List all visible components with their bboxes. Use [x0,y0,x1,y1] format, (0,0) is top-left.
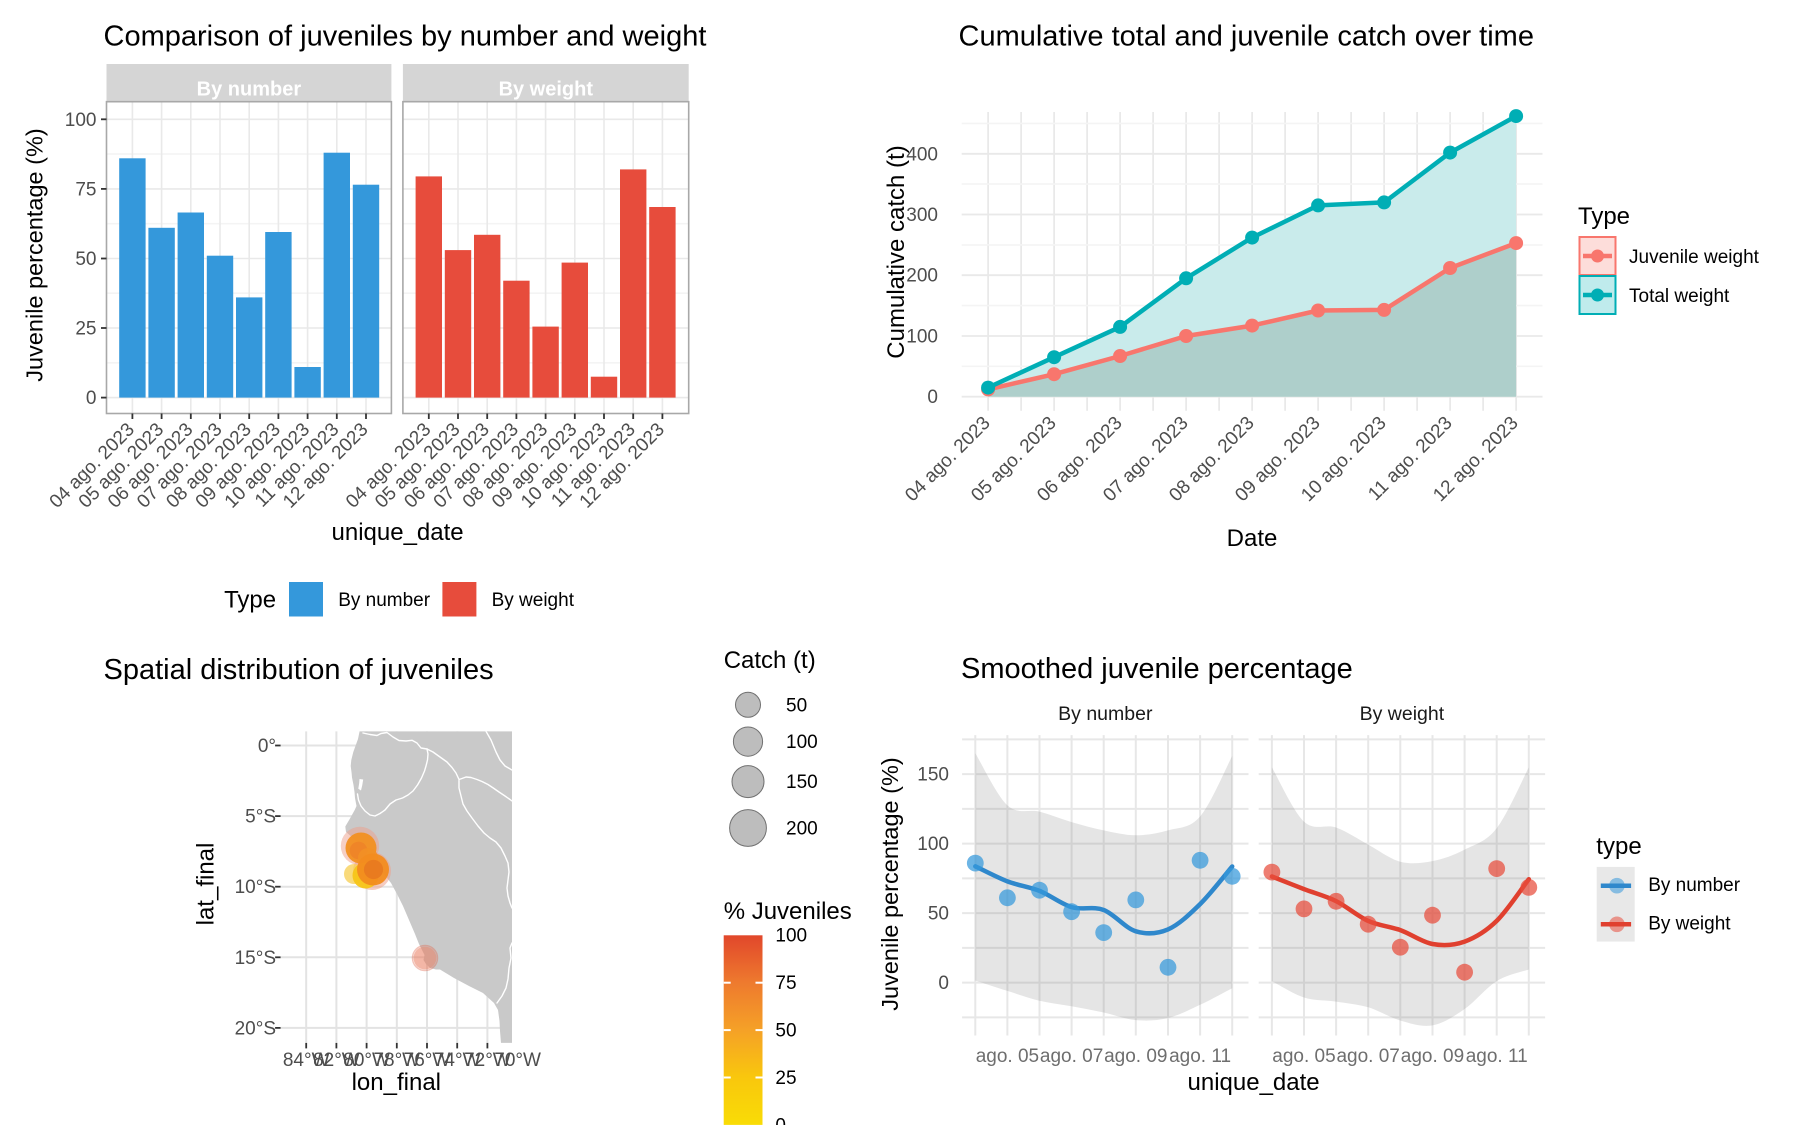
svg-text:0: 0 [927,387,938,408]
svg-text:type: type [1596,833,1641,860]
svg-text:50: 50 [786,695,807,716]
svg-text:ago. 07: ago. 07 [1336,1046,1399,1067]
svg-text:150: 150 [786,772,818,793]
svg-text:By number: By number [1648,875,1741,896]
svg-text:By number: By number [1058,703,1153,725]
svg-text:Juvenile percentage (%): Juvenile percentage (%) [877,757,903,1010]
svg-text:By number: By number [338,590,431,611]
svg-text:74°W: 74°W [434,1050,481,1071]
svg-text:Juvenile percentage (%): Juvenile percentage (%) [22,128,48,381]
svg-text:ago. 09: ago. 09 [1104,1046,1167,1067]
svg-text:80°W: 80°W [343,1050,390,1071]
svg-text:ago. 07: ago. 07 [1040,1046,1103,1067]
svg-text:100: 100 [775,926,807,947]
svg-text:Comparison of juveniles by num: Comparison of juveniles by number and we… [104,21,707,53]
svg-text:5°S: 5°S [245,807,276,828]
svg-text:Smoothed juvenile percentage: Smoothed juvenile percentage [961,653,1353,685]
svg-text:unique_date: unique_date [332,519,464,546]
svg-text:50: 50 [75,249,96,270]
svg-text:76°W: 76°W [404,1050,451,1071]
svg-text:Cumulative catch (t): Cumulative catch (t) [883,145,910,358]
svg-text:70°W: 70°W [494,1050,541,1071]
svg-text:Spatial distribution of juveni: Spatial distribution of juveniles [104,654,494,686]
svg-text:lat_final: lat_final [193,843,220,926]
svg-text:72°W: 72°W [464,1050,511,1071]
svg-text:By weight: By weight [1360,703,1445,725]
svg-text:100: 100 [906,327,938,348]
svg-text:25: 25 [75,319,96,340]
svg-text:ago. 11: ago. 11 [1169,1046,1231,1067]
svg-text:50: 50 [775,1021,796,1042]
svg-text:75: 75 [75,179,96,200]
svg-text:20°S: 20°S [235,1018,276,1039]
svg-text:ago. 09: ago. 09 [1401,1046,1464,1067]
svg-text:lon_final: lon_final [352,1069,441,1096]
svg-text:200: 200 [906,266,938,287]
svg-text:ago. 05: ago. 05 [976,1046,1039,1067]
svg-text:15°S: 15°S [235,948,276,969]
svg-text:100: 100 [65,110,97,131]
svg-text:400: 400 [906,144,938,165]
svg-text:Date: Date [1227,525,1278,552]
svg-text:150: 150 [917,765,949,786]
svg-text:100: 100 [786,732,818,753]
svg-text:82°W: 82°W [313,1050,360,1071]
svg-text:0: 0 [938,973,949,994]
svg-text:50: 50 [928,904,949,925]
svg-text:By weight: By weight [499,79,594,101]
svg-text:Type: Type [1578,203,1630,230]
svg-text:ago. 05: ago. 05 [1272,1046,1335,1067]
svg-text:75: 75 [775,973,796,994]
svg-text:ago. 11: ago. 11 [1466,1046,1528,1067]
svg-text:unique_date: unique_date [1188,1069,1320,1096]
svg-text:300: 300 [906,205,938,226]
svg-text:84°W: 84°W [283,1050,330,1071]
svg-text:Catch (t): Catch (t) [724,647,816,674]
svg-text:78°W: 78°W [373,1050,420,1071]
svg-text:By number: By number [197,79,302,101]
svg-text:0: 0 [775,1115,786,1125]
svg-text:100: 100 [917,834,949,855]
svg-text:Type: Type [224,587,276,614]
svg-text:0°: 0° [258,736,276,757]
svg-text:Cumulative total and juvenile: Cumulative total and juvenile catch over… [959,21,1534,53]
svg-text:Total weight: Total weight [1629,286,1730,307]
svg-text:By weight: By weight [1648,914,1731,935]
svg-text:0: 0 [86,388,97,409]
svg-text:25: 25 [775,1068,796,1089]
svg-text:By weight: By weight [492,590,575,611]
svg-text:Juvenile weight: Juvenile weight [1629,247,1760,268]
svg-text:10°S: 10°S [235,877,276,898]
svg-text:200: 200 [786,819,818,840]
svg-text:% Juveniles: % Juveniles [724,898,852,925]
